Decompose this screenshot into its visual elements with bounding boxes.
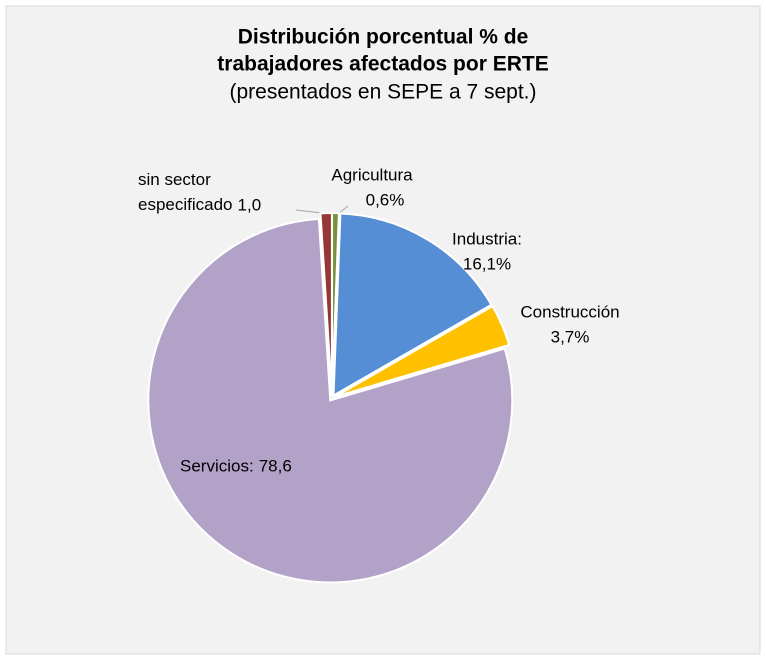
pie-slice (332, 212, 493, 398)
leader-line (295, 209, 323, 214)
data-label-name: Construcción (520, 302, 619, 321)
leader-line (338, 205, 349, 214)
data-label-value: 0,6% (366, 190, 405, 209)
pie-slice (147, 217, 514, 584)
pie-slice (334, 304, 511, 398)
data-label-value: 16,1% (463, 254, 511, 273)
data-label-value: 78,6 (259, 456, 292, 475)
data-label-name: Industria: (452, 229, 522, 248)
pie-slice (319, 212, 333, 396)
data-label-value: 3,7% (551, 327, 590, 346)
chart-subtitle: (presentados en SEPE a 7 sept.) (229, 81, 536, 104)
data-label-name: Agricultura (331, 165, 413, 184)
data-label-value: 1,0 (238, 195, 262, 214)
data-label-name: Servicios: (180, 456, 254, 475)
chart-title-line: Distribución porcentual % de (238, 26, 529, 49)
chart-title-line: trabajadores afectados por ERTE (217, 53, 548, 76)
data-label-name: sin sector especificado (138, 170, 233, 214)
